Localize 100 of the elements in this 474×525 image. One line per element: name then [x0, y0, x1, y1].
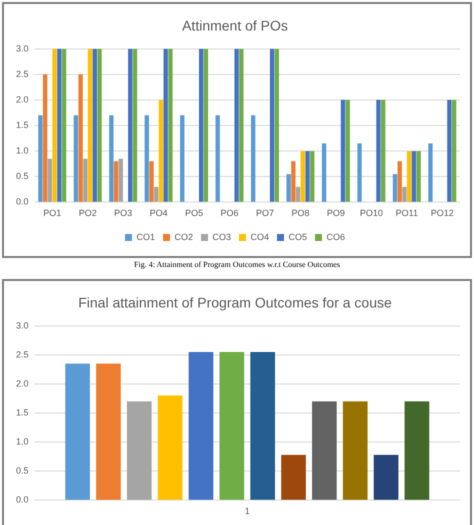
y-tick-label: 0.5	[16, 466, 29, 476]
bar	[52, 48, 57, 202]
bar	[398, 161, 402, 202]
y-tick-label: 1.5	[16, 407, 29, 418]
bar	[38, 115, 43, 202]
bar	[374, 454, 398, 500]
y-tick-label: 1.0	[16, 436, 29, 447]
bar	[412, 151, 416, 202]
y-tick-label: 0.5	[16, 171, 29, 182]
bar	[281, 454, 306, 500]
legend-label: CO4	[250, 232, 270, 242]
y-tick-label: 0.0	[16, 494, 29, 505]
bar	[144, 115, 149, 202]
bar	[234, 48, 239, 202]
bar	[158, 396, 182, 500]
bar	[65, 364, 90, 500]
x-tick-label: PO7	[256, 208, 274, 218]
bar	[118, 158, 123, 202]
bar	[416, 151, 421, 202]
bar	[428, 143, 433, 202]
x-tick-label: PO8	[291, 208, 310, 218]
bar	[154, 186, 158, 202]
y-tick-label: 2.0	[16, 378, 29, 388]
bar	[407, 151, 412, 202]
bar	[404, 401, 430, 500]
y-tick-label: 2.5	[16, 349, 29, 360]
x-tick-label: PO6	[220, 208, 239, 218]
bar	[216, 115, 220, 202]
x-tick-label: PO5	[185, 208, 204, 218]
chart-title: Final attainment of Program Outcomes for a couse	[78, 294, 392, 310]
bar	[83, 158, 88, 202]
y-tick-label: 1.5	[16, 120, 29, 130]
x-tick-label: PO4	[150, 208, 168, 218]
bar	[447, 100, 452, 202]
bar	[74, 115, 78, 202]
bar	[42, 74, 48, 202]
y-tick-label: 2.5	[16, 68, 29, 79]
bar	[114, 161, 118, 202]
bar	[296, 186, 300, 202]
x-tick-label: PO1	[43, 208, 62, 218]
bar	[158, 100, 164, 202]
x-tick-label: PO12	[430, 208, 454, 218]
x-tick-label: PO10	[360, 208, 383, 218]
bar	[291, 161, 296, 202]
bar	[109, 115, 114, 202]
x-tick-label: 1	[244, 506, 250, 516]
bar	[126, 401, 152, 500]
y-tick-label: 3.0	[16, 320, 29, 330]
bar	[180, 115, 184, 202]
bar	[381, 100, 386, 202]
bar	[274, 48, 279, 202]
bar	[92, 48, 97, 202]
y-tick-label: 3.0	[16, 43, 29, 54]
legend-label: CO3	[212, 232, 232, 242]
x-tick-label: PO11	[396, 208, 418, 218]
bar	[128, 48, 132, 202]
bar	[310, 151, 314, 202]
bar	[340, 100, 346, 202]
y-tick-label: 1.0	[16, 146, 29, 156]
bar	[346, 100, 350, 202]
bar	[198, 48, 204, 202]
legend-label: CO1	[136, 232, 155, 242]
bar	[204, 48, 208, 202]
bar	[250, 352, 276, 500]
bar	[88, 48, 92, 202]
bar	[452, 100, 456, 202]
bar	[312, 401, 337, 500]
bar	[305, 151, 310, 202]
caption: Fig. 4: Attainment of Program Outcomes w.r.t Course Outcomes	[133, 260, 341, 270]
bar	[250, 115, 256, 202]
bar	[57, 48, 62, 202]
bar	[219, 352, 244, 500]
bar	[48, 158, 52, 202]
x-tick-label: PO2	[78, 208, 97, 218]
x-tick-label: PO3	[114, 208, 132, 218]
legend-label: CO2	[174, 232, 194, 242]
bar	[270, 48, 274, 202]
legend-label: CO5	[288, 232, 308, 242]
bar	[239, 48, 244, 202]
bar	[149, 161, 154, 202]
chart-title: Attinment of POs	[182, 17, 288, 34]
bar	[300, 151, 305, 202]
bar	[402, 186, 407, 202]
bar	[342, 401, 368, 500]
bar	[96, 364, 121, 500]
legend-label: CO6	[326, 232, 346, 242]
bar	[164, 48, 168, 202]
y-tick-label: 0.0	[16, 196, 29, 207]
bar	[392, 174, 398, 202]
bar	[286, 174, 291, 202]
bar	[78, 74, 83, 202]
y-tick-label: 2.0	[16, 94, 29, 104]
bar	[168, 48, 173, 202]
bar	[357, 143, 362, 202]
bar	[132, 48, 138, 202]
bar	[322, 143, 326, 202]
bar	[97, 48, 102, 202]
x-tick-label: PO9	[326, 208, 345, 218]
bar	[62, 48, 66, 202]
bar	[376, 100, 381, 202]
